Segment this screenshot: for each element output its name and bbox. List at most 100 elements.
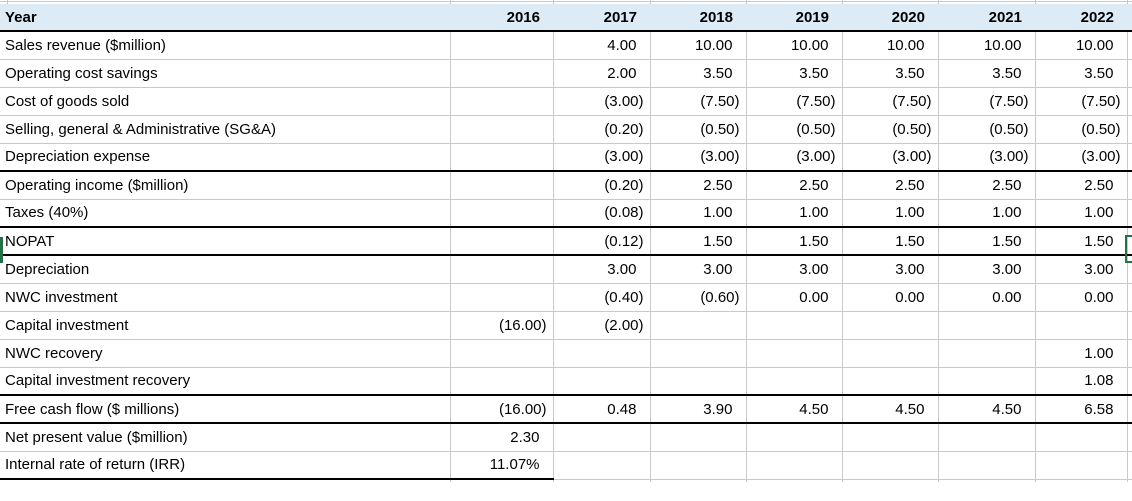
value-cell[interactable] <box>1034 450 1128 480</box>
value-cell[interactable]: (7.50) <box>841 86 939 116</box>
value-cell[interactable]: (3.00) <box>841 142 939 172</box>
value-cell[interactable] <box>937 366 1036 396</box>
value-cell[interactable]: (0.40) <box>552 282 651 312</box>
value-cell[interactable] <box>745 338 843 368</box>
value-cell[interactable]: (16.00) <box>449 394 554 424</box>
value-cell[interactable] <box>841 310 939 340</box>
value-cell[interactable] <box>449 30 554 60</box>
header-year-cell[interactable]: 2021 <box>938 4 1035 32</box>
value-cell[interactable] <box>649 310 747 340</box>
row-label-cell[interactable]: Depreciation <box>0 254 451 284</box>
value-cell[interactable] <box>841 366 939 396</box>
partial-cell[interactable] <box>1126 282 1132 312</box>
row-label-cell[interactable]: Operating cost savings <box>0 58 451 88</box>
partial-cell[interactable] <box>1126 366 1132 396</box>
row-label-cell[interactable]: Capital investment recovery <box>0 366 451 396</box>
value-cell[interactable]: 4.50 <box>937 394 1036 424</box>
value-cell[interactable]: 3.90 <box>649 394 747 424</box>
header-year-cell[interactable]: 2022 <box>1035 4 1127 32</box>
value-cell[interactable]: 10.00 <box>841 30 939 60</box>
value-cell[interactable] <box>841 338 939 368</box>
value-cell[interactable]: 3.00 <box>552 254 651 284</box>
value-cell[interactable] <box>449 366 554 396</box>
value-cell[interactable] <box>449 58 554 88</box>
value-cell[interactable]: (0.20) <box>552 170 651 200</box>
value-cell[interactable]: 10.00 <box>937 30 1036 60</box>
value-cell[interactable]: 3.50 <box>1034 58 1128 88</box>
value-cell[interactable]: 2.50 <box>745 170 843 200</box>
partial-cell[interactable] <box>1126 170 1132 200</box>
value-cell[interactable] <box>649 338 747 368</box>
value-cell[interactable]: 1.00 <box>1034 198 1128 228</box>
value-cell[interactable]: 2.50 <box>841 170 939 200</box>
value-cell[interactable]: 3.00 <box>937 254 1036 284</box>
row-label-cell[interactable]: Depreciation expense <box>0 142 451 172</box>
value-cell[interactable]: (0.50) <box>649 114 747 144</box>
header-year-cell[interactable]: 2018 <box>650 4 746 32</box>
value-cell[interactable]: 3.50 <box>649 58 747 88</box>
row-label-cell[interactable]: NWC recovery <box>0 338 451 368</box>
value-cell[interactable]: (16.00) <box>449 310 554 340</box>
value-cell[interactable]: 3.50 <box>745 58 843 88</box>
value-cell[interactable]: 1.00 <box>1034 338 1128 368</box>
value-cell[interactable]: 3.00 <box>1034 254 1128 284</box>
value-cell[interactable]: 1.50 <box>937 226 1036 256</box>
row-label-cell[interactable]: Net present value ($million) <box>0 422 451 452</box>
value-cell[interactable]: 1.50 <box>1034 226 1128 256</box>
value-cell[interactable]: (0.50) <box>745 114 843 144</box>
row-label-cell[interactable]: Taxes (40%) <box>0 198 451 228</box>
row-label-cell[interactable]: Internal rate of return (IRR) <box>0 450 451 480</box>
value-cell[interactable]: (0.60) <box>649 282 747 312</box>
value-cell[interactable]: (0.50) <box>937 114 1036 144</box>
header-year-cell[interactable]: 2019 <box>746 4 842 32</box>
value-cell[interactable] <box>1034 422 1128 452</box>
value-cell[interactable] <box>449 142 554 172</box>
value-cell[interactable]: 0.00 <box>1034 282 1128 312</box>
partial-cell[interactable] <box>1126 338 1132 368</box>
row-label-cell[interactable]: Capital investment <box>0 310 451 340</box>
value-cell[interactable] <box>937 310 1036 340</box>
value-cell[interactable]: 0.48 <box>552 394 651 424</box>
value-cell[interactable]: (3.00) <box>649 142 747 172</box>
row-label-cell[interactable]: Free cash flow ($ millions) <box>0 394 451 424</box>
row-label-cell[interactable]: Cost of goods sold <box>0 86 451 116</box>
value-cell[interactable]: 1.50 <box>841 226 939 256</box>
value-cell[interactable] <box>937 422 1036 452</box>
value-cell[interactable]: (0.50) <box>841 114 939 144</box>
value-cell[interactable]: 11.07% <box>449 450 554 480</box>
partial-cell[interactable] <box>1126 422 1132 452</box>
value-cell[interactable]: 0.00 <box>745 282 843 312</box>
value-cell[interactable]: (0.12) <box>552 226 651 256</box>
value-cell[interactable]: 3.00 <box>841 254 939 284</box>
value-cell[interactable] <box>449 226 554 256</box>
value-cell[interactable]: 1.00 <box>841 198 939 228</box>
value-cell[interactable] <box>745 450 843 480</box>
row-label-cell[interactable]: Sales revenue ($million) <box>0 30 451 60</box>
value-cell[interactable]: (7.50) <box>745 86 843 116</box>
partial-cell[interactable] <box>1126 198 1132 228</box>
value-cell[interactable]: 2.50 <box>937 170 1036 200</box>
value-cell[interactable] <box>552 366 651 396</box>
value-cell[interactable]: 3.00 <box>745 254 843 284</box>
value-cell[interactable]: 0.00 <box>841 282 939 312</box>
value-cell[interactable]: 0.00 <box>937 282 1036 312</box>
value-cell[interactable] <box>745 310 843 340</box>
value-cell[interactable] <box>745 366 843 396</box>
row-label-cell[interactable]: Operating income ($million) <box>0 170 451 200</box>
value-cell[interactable]: (3.00) <box>937 142 1036 172</box>
value-cell[interactable]: 10.00 <box>649 30 747 60</box>
value-cell[interactable] <box>449 338 554 368</box>
selection-cell-border[interactable] <box>1125 235 1132 263</box>
partial-cell[interactable] <box>1126 142 1132 172</box>
header-year-label[interactable]: Year <box>0 4 450 32</box>
value-cell[interactable]: (2.00) <box>552 310 651 340</box>
row-label-cell[interactable]: NWC investment <box>0 282 451 312</box>
value-cell[interactable]: 3.50 <box>841 58 939 88</box>
value-cell[interactable]: (3.00) <box>552 86 651 116</box>
value-cell[interactable] <box>937 338 1036 368</box>
value-cell[interactable]: (0.50) <box>1034 114 1128 144</box>
value-cell[interactable]: (0.20) <box>552 114 651 144</box>
value-cell[interactable]: 3.00 <box>649 254 747 284</box>
value-cell[interactable]: 2.50 <box>1034 170 1128 200</box>
value-cell[interactable]: 1.50 <box>649 226 747 256</box>
